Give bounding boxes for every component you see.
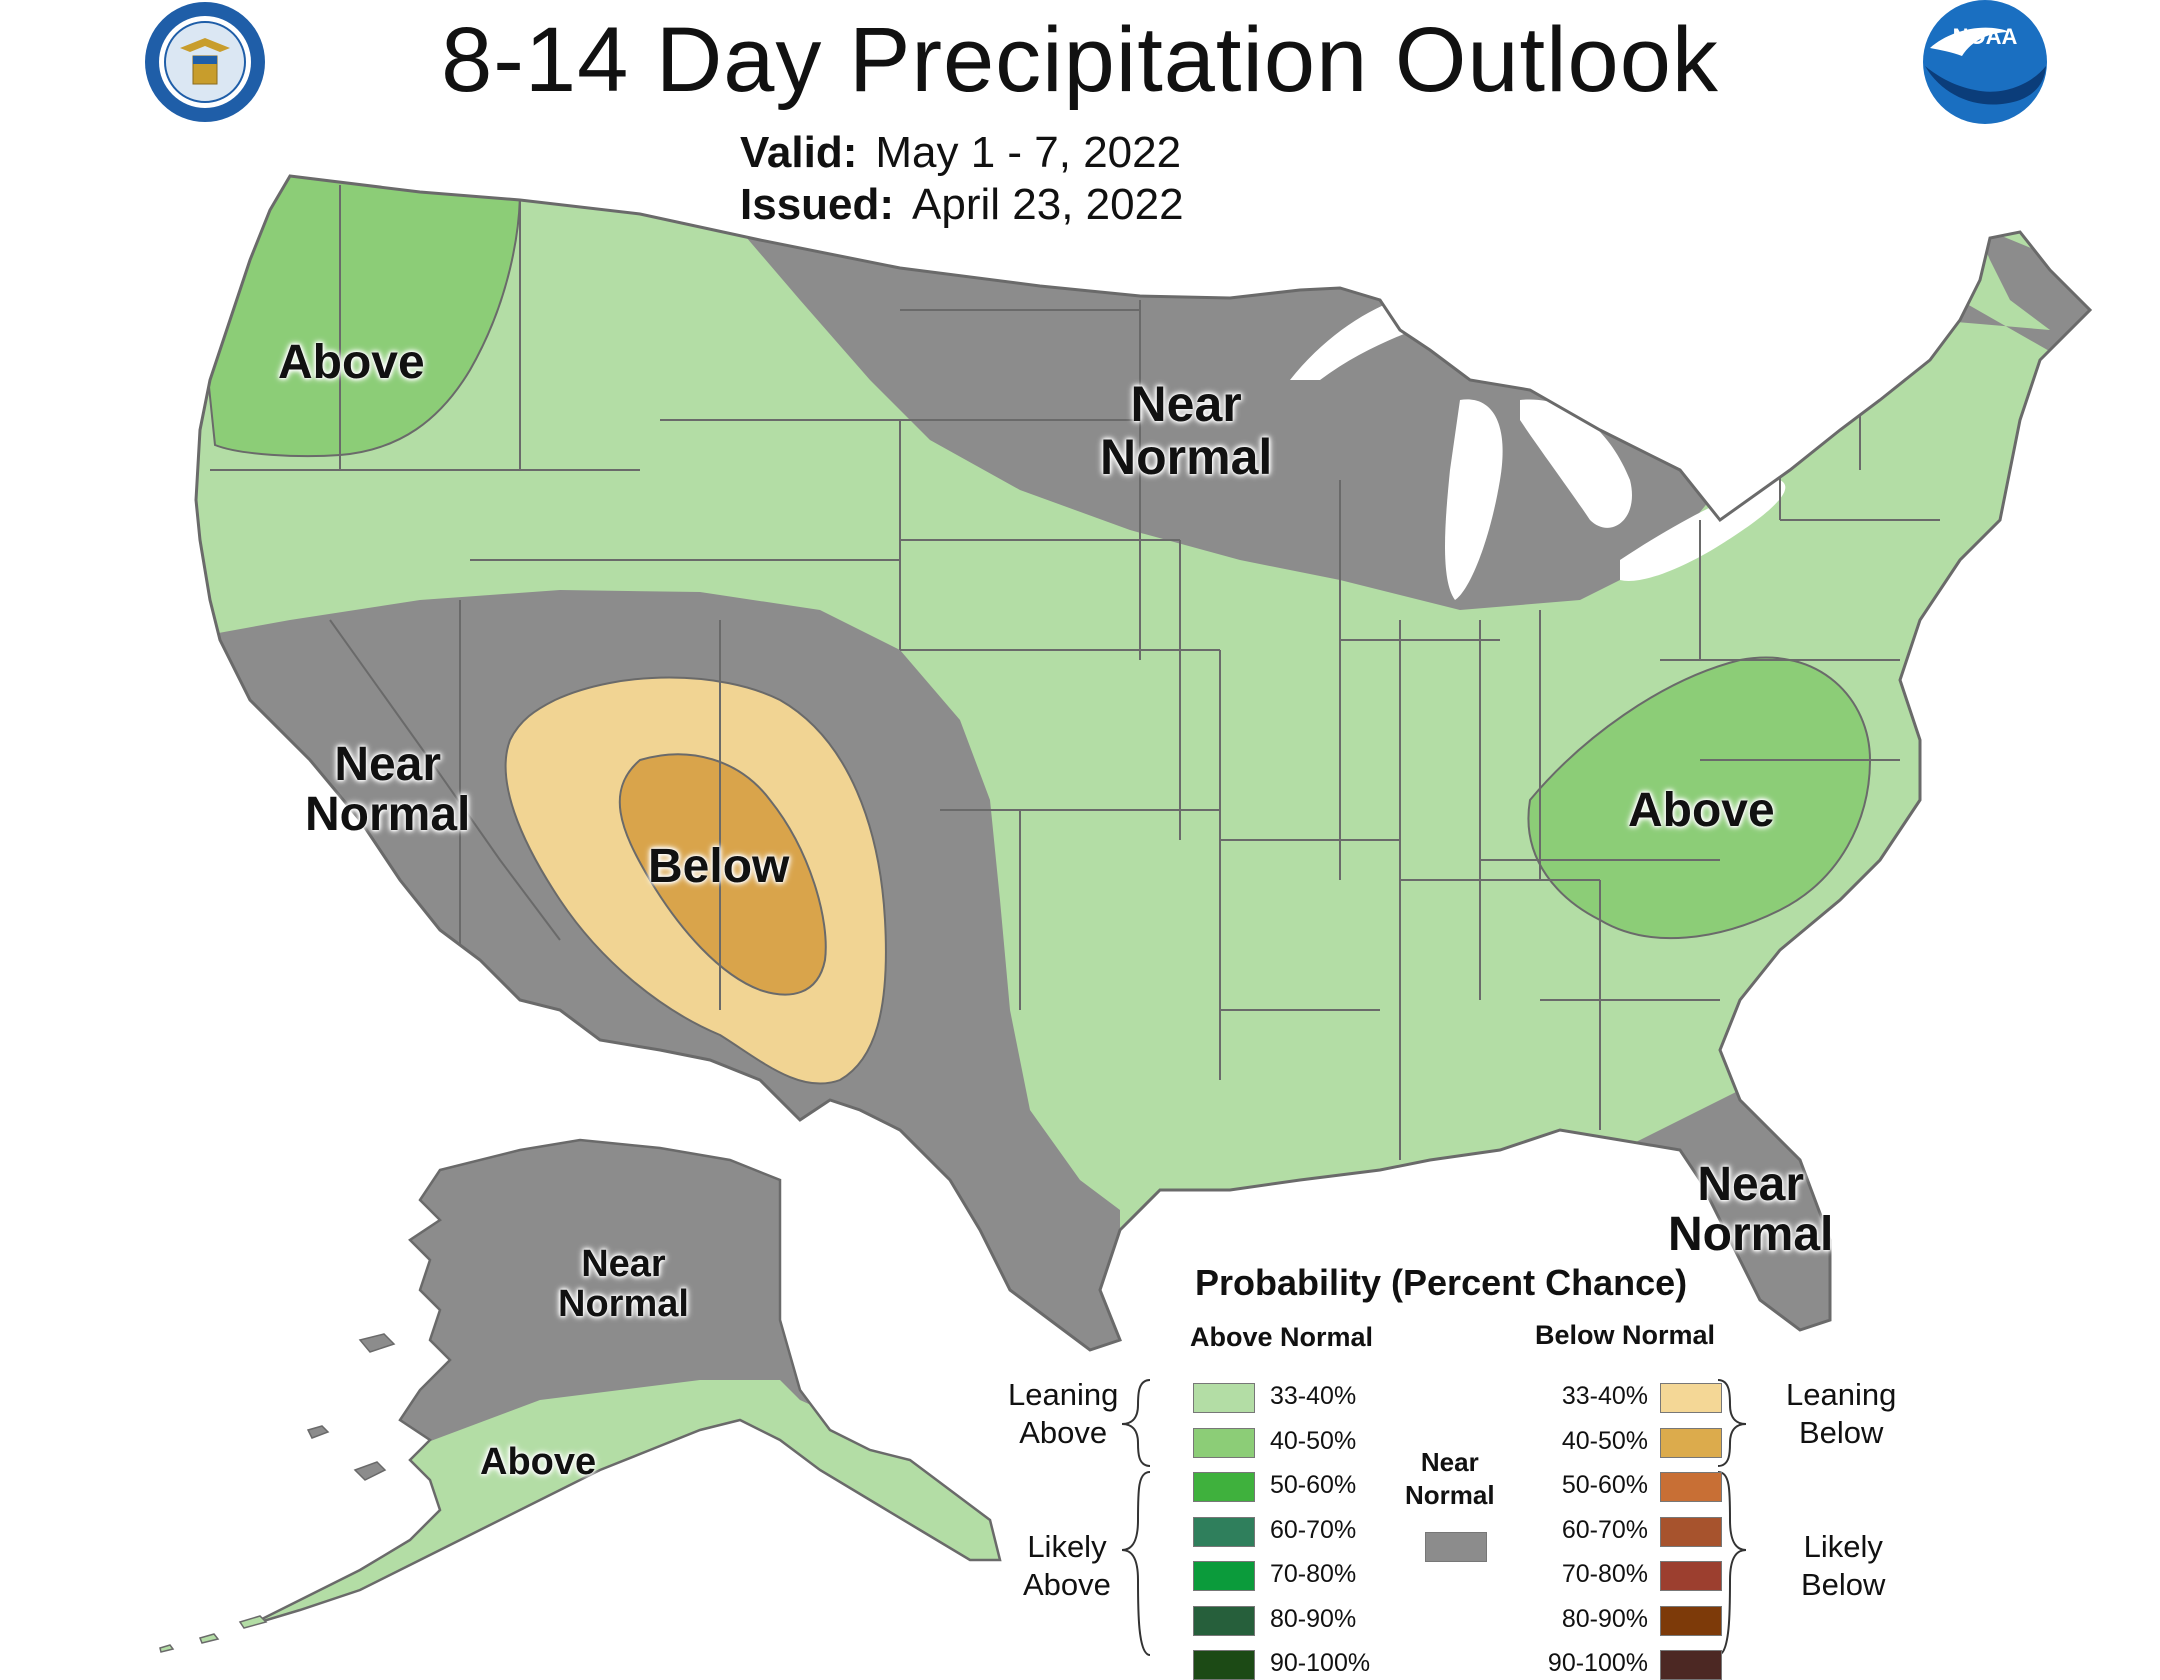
legend-leaning-above: Leaning Above	[1008, 1376, 1118, 1452]
likely-above-line1: Likely	[1027, 1529, 1107, 1564]
below-40-50-area	[618, 753, 827, 996]
legend-above-item-swatch	[1193, 1472, 1255, 1502]
legend-likely-above: Likely Above	[1023, 1528, 1111, 1604]
legend-above-item-label: 90-100%	[1270, 1649, 1371, 1677]
near-normal-line2: Normal	[1405, 1479, 1495, 1510]
likely-below-line1: Likely	[1803, 1529, 1883, 1564]
legend-above-item-swatch	[1193, 1605, 1255, 1636]
legend-above-item-label: 80-90%	[1270, 1604, 1357, 1633]
legend-braces	[1121, 1379, 1747, 1656]
label-se-above: Above	[1628, 784, 1775, 837]
page-title: 8-14 Day Precipitation Outlook	[441, 9, 1719, 111]
legend-above-item-label: 33-40%	[1270, 1382, 1357, 1410]
legend-above-item-label: 70-80%	[1270, 1560, 1357, 1588]
lake-michigan	[1445, 399, 1503, 600]
legend-above-item-swatch	[1193, 1516, 1255, 1547]
legend-above-item-swatch	[1193, 1383, 1255, 1413]
legend-title: Probability (Percent Chance)	[1195, 1262, 1688, 1303]
lake-huron	[1520, 399, 1632, 528]
noaa-logo: NOAA	[1923, 0, 2047, 124]
label-florida-near-normal: Near Normal	[1668, 1158, 1834, 1262]
label-alaska-near-line2: Normal	[558, 1282, 689, 1325]
label-florida-near-line2: Normal	[1668, 1208, 1834, 1262]
legend-below-item-swatch	[1660, 1427, 1722, 1458]
leaning-above-line2: Above	[1019, 1414, 1108, 1450]
legend-above-item-label: 40-50%	[1270, 1426, 1357, 1455]
doc-seal-logo	[145, 2, 265, 122]
noaa-logo-text: NOAA	[1953, 24, 2018, 49]
above-40-50-pnw-area	[199, 176, 522, 458]
leaning-below-line2: Below	[1798, 1414, 1884, 1450]
legend-below-item-label: 60-70%	[1561, 1515, 1648, 1544]
legend-below-header: Below Normal	[1535, 1320, 1716, 1350]
near-normal-line1: Near	[1420, 1447, 1479, 1477]
label-west-near-line1: Near	[334, 738, 442, 791]
legend-likely-below: Likely Below	[1801, 1528, 1885, 1604]
label-alaska-near-normal: Near Normal	[558, 1243, 689, 1325]
legend-near-normal-label: Near Normal	[1405, 1446, 1495, 1511]
label-north-near-line2: Normal	[1100, 428, 1273, 485]
likely-above-line2: Above	[1023, 1566, 1111, 1602]
label-alaska-above: Above	[480, 1441, 597, 1483]
issued-date: Issued: April 23, 2022	[740, 180, 1184, 230]
legend-below-item-label: 90-100%	[1547, 1649, 1648, 1677]
legend-leaning-below: Leaning Below	[1786, 1376, 1896, 1452]
label-west-near-line2: Normal	[305, 788, 471, 842]
likely-below-line2: Below	[1801, 1566, 1886, 1602]
legend-below-item-label: 33-40%	[1561, 1382, 1648, 1410]
legend-below-item-swatch	[1660, 1516, 1722, 1547]
legend-below-item-swatch	[1660, 1650, 1722, 1680]
bering-islands	[306, 1333, 396, 1481]
legend-below-item-swatch	[1660, 1383, 1722, 1413]
alaska-outline	[249, 1138, 1002, 1627]
legend-below-item-label: 70-80%	[1561, 1560, 1648, 1588]
lake-erie-ontario	[1620, 480, 1786, 581]
legend-above-item-label: 50-60%	[1270, 1471, 1357, 1499]
near-normal-northeast-area	[1975, 225, 2090, 330]
label-north-near-normal: Near Normal	[1100, 378, 1272, 483]
valid-dates: Valid: May 1 - 7, 2022	[740, 128, 1181, 178]
legend-above-item-label: 60-70%	[1270, 1515, 1357, 1544]
leaning-above-line1: Leaning	[1008, 1377, 1119, 1412]
label-west-near-normal: Near Normal	[305, 738, 471, 842]
issued-label: Issued:	[740, 180, 895, 229]
issued-value: April 23, 2022	[912, 180, 1184, 229]
legend-near-normal-swatch	[1425, 1532, 1487, 1562]
conus-outline	[194, 174, 2093, 1352]
leaning-below-line1: Leaning	[1786, 1377, 1897, 1412]
valid-label: Valid:	[740, 128, 858, 177]
legend-above-item-swatch	[1193, 1561, 1255, 1591]
label-sw-below: Below	[648, 840, 790, 893]
aleutian-islands	[159, 1615, 268, 1653]
legend-above-item-swatch	[1193, 1650, 1255, 1680]
eagle-icon	[180, 38, 230, 52]
label-pnw-above: Above	[278, 336, 425, 389]
legend-below-item-label: 40-50%	[1561, 1426, 1648, 1455]
legend-below-item-swatch	[1660, 1561, 1722, 1591]
label-florida-near-line1: Near	[1697, 1158, 1805, 1211]
legend-below-item-swatch	[1660, 1472, 1722, 1502]
label-alaska-near-line1: Near	[581, 1243, 666, 1285]
legend-below-item-swatch	[1660, 1605, 1722, 1636]
legend-below-item-label: 50-60%	[1561, 1471, 1648, 1499]
legend-above-header: Above Normal	[1190, 1322, 1374, 1352]
legend-below-item-label: 80-90%	[1561, 1604, 1648, 1633]
label-north-near-line1: Near	[1130, 376, 1242, 432]
valid-value: May 1 - 7, 2022	[875, 128, 1182, 177]
near-normal-north-area	[740, 200, 2090, 610]
legend-above-item-swatch	[1193, 1427, 1255, 1458]
